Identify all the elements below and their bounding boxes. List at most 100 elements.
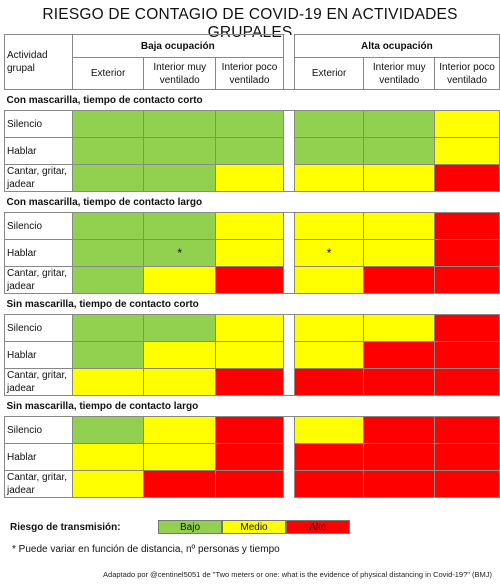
risk-cell-medio xyxy=(293,164,365,192)
risk-cell-bajo xyxy=(71,416,145,444)
risk-cell-alto xyxy=(215,368,284,396)
table-row: Cantar, gritar, jadear xyxy=(4,368,500,396)
risk-cell-alto xyxy=(293,470,365,498)
column-gap xyxy=(283,137,295,165)
risk-cell-medio xyxy=(215,164,284,192)
risk-cell-bajo xyxy=(71,164,145,192)
subcol-exterior: Exterior xyxy=(293,57,365,90)
subcol-exterior: Exterior xyxy=(71,57,145,90)
risk-cell-alto xyxy=(363,341,436,369)
table-row: Silencio xyxy=(4,314,500,342)
risk-cell-alto xyxy=(434,416,500,444)
risk-cell-bajo xyxy=(143,110,217,138)
section-title: Sin mascarilla, tiempo de contacto largo xyxy=(4,395,500,417)
legend-swatch-medio: Medio xyxy=(222,520,286,534)
risk-cell-medio xyxy=(293,416,365,444)
table-row: Hablar * * xyxy=(4,239,500,267)
risk-cell-bajo xyxy=(143,212,217,240)
risk-cell-medio xyxy=(215,314,284,342)
risk-cell-bajo xyxy=(71,239,145,267)
column-gap xyxy=(283,266,295,294)
risk-cell-alto xyxy=(434,266,500,294)
table-row: Hablar xyxy=(4,443,500,471)
activity-label: Hablar xyxy=(4,137,73,165)
risk-cell-medio xyxy=(293,212,365,240)
risk-cell-bajo xyxy=(293,110,365,138)
risk-cell-alto xyxy=(434,341,500,369)
risk-cell-alto xyxy=(434,239,500,267)
risk-cell-medio xyxy=(215,341,284,369)
section-title: Con mascarilla, tiempo de contacto corto xyxy=(4,89,500,111)
column-gap xyxy=(283,164,295,192)
risk-cell-medio xyxy=(71,443,145,471)
activity-label: Cantar, gritar, jadear xyxy=(4,164,73,192)
risk-cell-medio xyxy=(363,164,436,192)
table-row: Cantar, gritar, jadear xyxy=(4,470,500,498)
table-row: Silencio xyxy=(4,110,500,138)
activity-label: Hablar xyxy=(4,239,73,267)
risk-cell-bajo xyxy=(143,314,217,342)
activity-label: Cantar, gritar, jadear xyxy=(4,368,73,396)
risk-cell-bajo xyxy=(143,164,217,192)
risk-cell-bajo: * xyxy=(143,239,217,267)
risk-cell-medio xyxy=(215,212,284,240)
risk-cell-bajo xyxy=(293,137,365,165)
risk-cell-bajo xyxy=(215,110,284,138)
risk-cell-bajo xyxy=(363,137,436,165)
risk-cell-medio xyxy=(293,266,365,294)
risk-cell-bajo xyxy=(71,110,145,138)
column-gap xyxy=(283,368,295,396)
risk-cell-alto xyxy=(434,470,500,498)
column-gap xyxy=(283,314,295,342)
risk-cell-alto xyxy=(363,266,436,294)
source-credit: Adaptado por @centinel5051 de "Two meter… xyxy=(103,570,492,579)
risk-cell-alto xyxy=(293,443,365,471)
risk-cell-medio xyxy=(143,443,217,471)
column-gap xyxy=(283,34,295,90)
group-header-high: Alta ocupación xyxy=(293,34,500,58)
column-gap xyxy=(283,416,295,444)
activity-label: Cantar, gritar, jadear xyxy=(4,470,73,498)
risk-cell-medio xyxy=(293,314,365,342)
column-gap xyxy=(283,212,295,240)
risk-table: Actividad grupal Baja ocupación Alta ocu… xyxy=(4,34,500,498)
risk-cell-medio xyxy=(143,368,217,396)
risk-cell-medio xyxy=(71,470,145,498)
activity-label: Silencio xyxy=(4,110,73,138)
risk-cell-bajo xyxy=(71,314,145,342)
activity-label: Hablar xyxy=(4,341,73,369)
activity-label: Hablar xyxy=(4,443,73,471)
risk-cell-medio xyxy=(363,212,436,240)
table-row: Silencio xyxy=(4,212,500,240)
risk-cell-medio xyxy=(293,341,365,369)
risk-cell-alto xyxy=(215,266,284,294)
activity-label: Silencio xyxy=(4,212,73,240)
risk-cell-medio xyxy=(434,137,500,165)
risk-cell-bajo xyxy=(215,137,284,165)
section-title: Sin mascarilla, tiempo de contacto corto xyxy=(4,293,500,315)
table-row: Cantar, gritar, jadear xyxy=(4,266,500,294)
activity-label: Silencio xyxy=(4,416,73,444)
legend-title: Riesgo de transmisión: xyxy=(10,521,121,533)
risk-cell-medio xyxy=(215,239,284,267)
risk-cell-medio xyxy=(363,239,436,267)
risk-cell-medio xyxy=(143,341,217,369)
legend-swatch-bajo: Bajo xyxy=(158,520,222,534)
risk-cell-medio: * xyxy=(293,239,365,267)
table-row: Cantar, gritar, jadear xyxy=(4,164,500,192)
risk-cell-medio xyxy=(143,266,217,294)
risk-cell-alto xyxy=(363,416,436,444)
legend: Riesgo de transmisión: Bajo Medio Alto xyxy=(10,519,350,535)
risk-cell-medio xyxy=(71,368,145,396)
legend-swatch-alto: Alto xyxy=(286,520,350,534)
subcol-poco-ventilado: Interior poco ventilado xyxy=(434,57,500,90)
risk-cell-bajo xyxy=(363,110,436,138)
column-gap xyxy=(283,443,295,471)
risk-cell-alto xyxy=(434,368,500,396)
risk-cell-medio xyxy=(143,416,217,444)
risk-cell-bajo xyxy=(143,137,217,165)
activity-column-header: Actividad grupal xyxy=(4,34,73,90)
risk-cell-bajo xyxy=(71,137,145,165)
risk-cell-alto xyxy=(215,470,284,498)
risk-cell-bajo xyxy=(71,212,145,240)
